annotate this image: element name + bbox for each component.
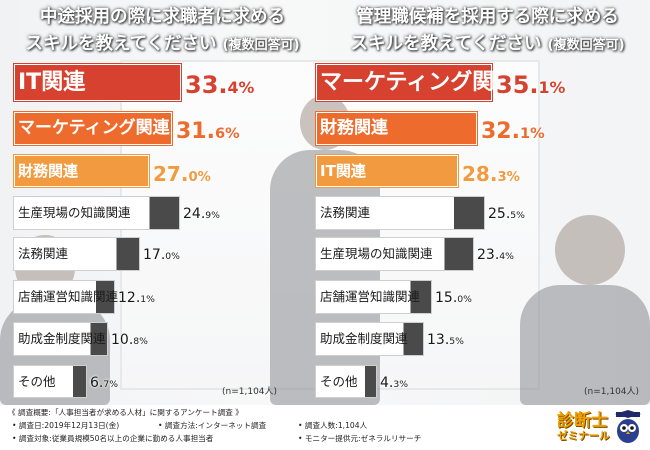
- right-bar-6: [316, 281, 431, 313]
- left-category-label-6: 店舗運営知識関連: [18, 289, 119, 304]
- right-bar-3: [316, 155, 458, 187]
- right-value-label-6: 15.0%: [435, 290, 472, 306]
- right-bar-1: [316, 64, 492, 101]
- right-title-line2: スキルを教えてください (複数回答可): [325, 31, 650, 59]
- left-category-label-2: マーケティング関連: [18, 118, 170, 138]
- left-bar-4: [14, 197, 179, 229]
- left-bar-5: [14, 238, 139, 270]
- survey-method: • 調査方法:インターネット調査: [158, 421, 267, 430]
- left-value-label-3: 27.0%: [153, 162, 211, 186]
- right-title-suffix: (複数回答可): [547, 38, 625, 53]
- right-value-label-4: 25.5%: [488, 206, 525, 222]
- left-value-label-5: 17.0%: [143, 247, 180, 263]
- logo-text-sub: ゼミナール: [557, 430, 610, 442]
- right-value-label-2: 32.1%: [481, 119, 545, 144]
- left-bar-2: [14, 112, 172, 145]
- right-category-label-4: 法務関連: [320, 205, 371, 220]
- left-value-label-7: 10.8%: [111, 332, 148, 348]
- owl-mascot-icon: [615, 410, 641, 443]
- left-chart-title: 中途採用の際に求職者に求める スキルを教えてください (複数回答可): [0, 4, 325, 59]
- left-title-line2: スキルを教えてください (複数回答可): [0, 31, 325, 59]
- right-category-label-3: IT関連: [320, 162, 366, 180]
- left-category-label-4: 生産現場の知識関連: [18, 205, 131, 220]
- survey-footer: 《 調査概要:「人事担当者が求める人材」に関するアンケート調査 》 • 調査日:…: [0, 405, 650, 450]
- left-category-label-7: 助成金制度関連: [18, 331, 106, 346]
- right-category-label-1: マーケティング関連: [320, 70, 517, 95]
- right-value-label-3: 28.3%: [462, 162, 520, 186]
- right-category-label-7: 助成金制度関連: [320, 331, 408, 346]
- right-category-label-5: 生産現場の知識関連: [320, 246, 433, 261]
- left-value-label-8: 6.7%: [90, 375, 119, 391]
- right-category-label-6: 店舗運営知識関連: [320, 289, 421, 304]
- left-bar-3: [14, 155, 149, 187]
- right-bar-2: [316, 112, 477, 145]
- right-value-label-5: 23.4%: [477, 247, 514, 263]
- right-value-label-7: 13.5%: [427, 332, 464, 348]
- left-value-label-2: 31.6%: [176, 119, 240, 144]
- right-sample-size-note: (n=1,104人): [584, 387, 640, 397]
- right-value-label-1: 35.1%: [496, 71, 566, 99]
- left-value-label-4: 24.9%: [183, 206, 220, 222]
- survey-monitor-provider: • モニター提供元:ゼネラルリサーチ: [298, 434, 422, 443]
- right-chart-title: 管理職候補を採用する際に求める スキルを教えてください (複数回答可): [325, 4, 650, 59]
- survey-target: • 調査対象:従業員規模50名以上の企業に勤める人事担当者: [12, 434, 214, 443]
- left-sample-size-note: (n=1,104人): [222, 387, 278, 397]
- left-title-suffix: (複数回答可): [222, 38, 300, 53]
- right-title-line1: 管理職候補を採用する際に求める: [356, 7, 619, 27]
- left-bar-6: [14, 281, 114, 313]
- right-bar-5: [316, 238, 473, 270]
- shindanshi-seminar-logo: 診断士 ゼミナール: [549, 406, 645, 446]
- right-title-main: スキルを教えてください: [350, 34, 542, 54]
- right-bar-8: [316, 366, 376, 397]
- left-category-label-8: その他: [18, 374, 56, 389]
- left-bar-7: [14, 323, 107, 355]
- right-bar-4: [316, 197, 484, 229]
- left-category-label-5: 法務関連: [18, 246, 69, 261]
- audience-figure-right: [520, 285, 650, 405]
- logo-text-main: 診断士: [557, 411, 608, 431]
- survey-overview-heading: 《 調査概要:「人事担当者が求める人材」に関するアンケート調査 》: [8, 408, 243, 417]
- right-category-label-8: その他: [320, 374, 358, 389]
- presenter-figure: [270, 150, 380, 405]
- left-value-label-1: 33.4%: [185, 71, 255, 99]
- left-title-main: スキルを教えてください: [25, 34, 217, 54]
- survey-count: • 調査人数:1,104人: [298, 421, 368, 430]
- left-value-label-6: 12.1%: [118, 290, 155, 306]
- right-category-label-2: 財務関連: [320, 118, 388, 138]
- left-title-line1: 中途採用の際に求職者に求める: [40, 7, 285, 27]
- left-category-label-1: IT関連: [18, 70, 86, 95]
- left-bar-8: [14, 366, 86, 397]
- left-bar-1: [14, 64, 181, 101]
- left-category-label-3: 財務関連: [18, 162, 79, 180]
- survey-date: • 調査日:2019年12月13日(金): [12, 421, 120, 430]
- audience-head-right: [555, 215, 625, 285]
- right-value-label-8: 4.3%: [380, 375, 409, 391]
- right-bar-7: [316, 323, 423, 355]
